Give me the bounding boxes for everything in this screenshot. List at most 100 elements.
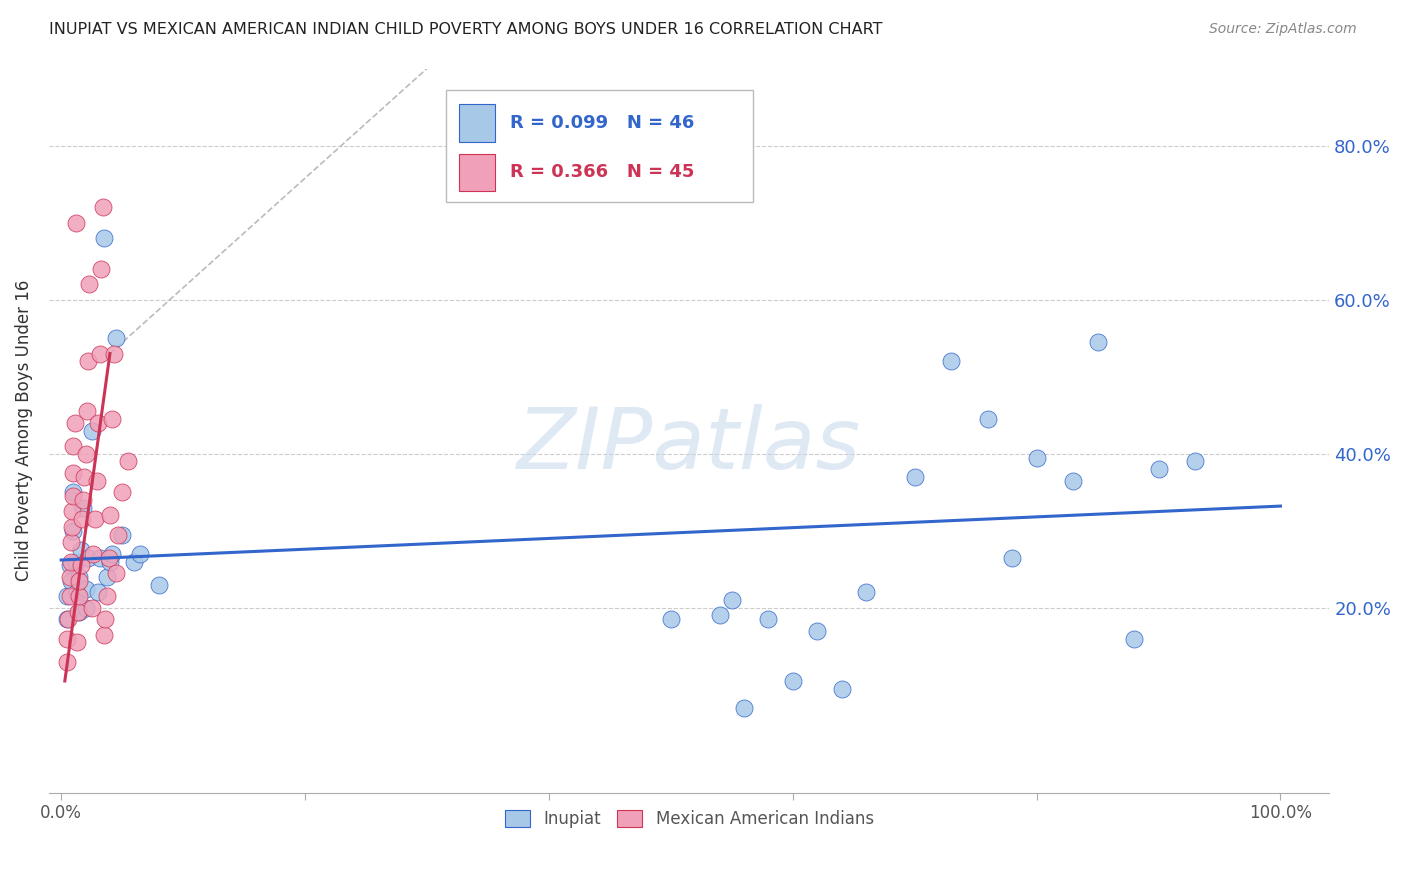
Point: [105, 566, 128, 580]
Point: [93, 231, 115, 245]
Point: [96, 570, 118, 584]
Point: [59, 558, 82, 573]
Text: R = 0.099   N = 46: R = 0.099 N = 46: [510, 114, 695, 132]
Point: [1147, 462, 1170, 476]
Point: [98, 555, 121, 569]
Point: [90, 261, 112, 276]
Point: [72, 500, 94, 515]
Point: [77, 277, 100, 292]
Point: [62, 466, 84, 480]
FancyBboxPatch shape: [458, 104, 495, 142]
Point: [111, 527, 134, 541]
Text: ZIPatlas: ZIPatlas: [517, 403, 862, 486]
Point: [91, 200, 114, 214]
Point: [80, 424, 103, 438]
Point: [62, 485, 84, 500]
Point: [831, 681, 853, 696]
Point: [94, 612, 117, 626]
Point: [69, 558, 91, 573]
Point: [977, 412, 1000, 426]
Text: Source: ZipAtlas.com: Source: ZipAtlas.com: [1209, 22, 1357, 37]
Point: [70, 512, 93, 526]
Point: [69, 589, 91, 603]
Point: [129, 547, 152, 561]
Point: [59, 535, 82, 549]
Point: [59, 555, 82, 569]
Point: [73, 470, 96, 484]
Point: [756, 612, 779, 626]
Point: [65, 216, 87, 230]
Point: [60, 504, 83, 518]
Point: [111, 485, 134, 500]
Point: [75, 600, 97, 615]
Point: [58, 612, 80, 626]
Point: [59, 570, 82, 584]
Point: [56, 612, 79, 626]
Point: [60, 520, 83, 534]
Point: [101, 547, 124, 561]
Point: [62, 439, 84, 453]
Point: [96, 589, 118, 603]
Point: [62, 524, 84, 538]
Point: [66, 635, 89, 649]
Point: [89, 346, 111, 360]
Y-axis label: Child Poverty Among Boys Under 16: Child Poverty Among Boys Under 16: [15, 280, 32, 582]
Point: [80, 600, 103, 615]
Point: [82, 547, 104, 561]
Point: [101, 412, 124, 426]
Point: [93, 628, 115, 642]
Point: [855, 585, 877, 599]
Point: [86, 474, 108, 488]
Point: [77, 354, 100, 368]
Text: R = 0.366   N = 45: R = 0.366 N = 45: [510, 163, 695, 181]
Point: [59, 574, 82, 588]
Point: [782, 673, 804, 688]
Text: INUPIAT VS MEXICAN AMERICAN INDIAN CHILD POVERTY AMONG BOYS UNDER 16 CORRELATION: INUPIAT VS MEXICAN AMERICAN INDIAN CHILD…: [49, 22, 883, 37]
Point: [124, 555, 146, 569]
Point: [806, 624, 828, 638]
Point: [1123, 632, 1146, 646]
Point: [1087, 334, 1109, 349]
Point: [98, 508, 121, 523]
Point: [76, 404, 98, 418]
Point: [72, 492, 94, 507]
Point: [56, 632, 79, 646]
Point: [84, 512, 107, 526]
Point: [65, 555, 87, 569]
Point: [75, 582, 97, 596]
Point: [1025, 450, 1047, 465]
Point: [69, 605, 91, 619]
Point: [59, 589, 82, 603]
Point: [75, 447, 97, 461]
Point: [87, 585, 110, 599]
FancyBboxPatch shape: [446, 90, 754, 202]
Point: [56, 655, 79, 669]
Point: [56, 589, 79, 603]
Point: [904, 470, 927, 484]
FancyBboxPatch shape: [458, 153, 495, 191]
Point: [117, 454, 139, 468]
Point: [97, 550, 120, 565]
Legend: Inupiat, Mexican American Indians: Inupiat, Mexican American Indians: [498, 804, 880, 835]
Point: [709, 608, 731, 623]
Point: [69, 543, 91, 558]
Point: [107, 527, 129, 541]
Point: [720, 593, 742, 607]
Point: [63, 416, 86, 430]
Point: [87, 416, 110, 430]
Point: [1001, 550, 1024, 565]
Point: [67, 605, 90, 619]
Point: [105, 331, 128, 345]
Point: [103, 346, 125, 360]
Point: [1184, 454, 1206, 468]
Point: [1062, 474, 1084, 488]
Point: [941, 354, 963, 368]
Point: [89, 550, 111, 565]
Point: [148, 577, 170, 591]
Point: [733, 701, 755, 715]
Point: [69, 574, 91, 588]
Point: [69, 570, 91, 584]
Point: [659, 612, 682, 626]
Point: [66, 585, 89, 599]
Point: [62, 489, 84, 503]
